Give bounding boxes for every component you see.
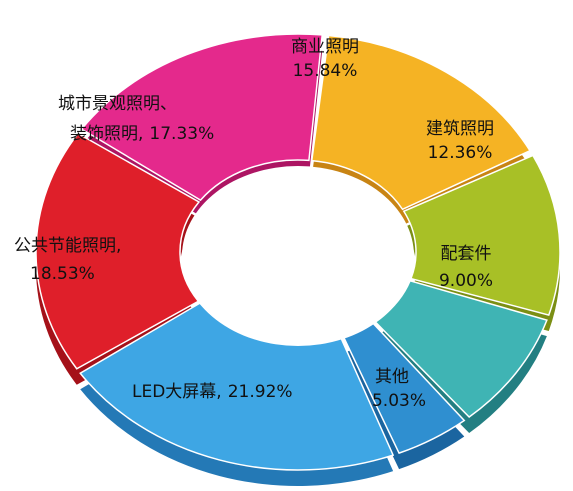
slice-label-landscape: 城市景观照明、	[58, 94, 177, 114]
slice-label-led-screen-name: LED大屏幕,	[132, 382, 222, 402]
slice-label-commercial: 商业照明	[291, 37, 359, 57]
slice-architectural	[402, 154, 561, 316]
slice-value-led-screen: 21.92%	[228, 382, 293, 402]
slice-value-public: 18.53%	[30, 264, 95, 284]
slice-value-other: 5.03%	[372, 391, 426, 411]
slice-landscape	[80, 33, 324, 202]
slice-commercial	[310, 34, 532, 211]
slice-value-landscape: 17.33%	[149, 124, 214, 144]
slice-label-public: 公共节能照明,	[14, 236, 121, 256]
slice-public	[35, 132, 201, 370]
donut-slices	[35, 33, 561, 487]
slice-label-landscape-line2: 装饰照明, 17.33%	[70, 124, 214, 144]
slice-label-accessories: 配套件	[441, 244, 492, 264]
slice-value-architectural: 12.36%	[428, 143, 493, 163]
slice-value-accessories: 9.00%	[439, 271, 493, 291]
slice-label-landscape-name2: 装饰照明,	[70, 124, 143, 144]
donut-hole	[182, 166, 414, 346]
slice-label-other: 其他	[375, 367, 409, 387]
slice-label-architectural: 建筑照明	[426, 119, 494, 139]
slice-labels: 商业照明 15.84% 建筑照明 12.36% 配套件 9.00% 其他 5.0…	[14, 37, 494, 411]
slice-value-commercial: 15.84%	[293, 61, 358, 81]
slice-label-led-screen: LED大屏幕, 21.92%	[132, 382, 293, 402]
